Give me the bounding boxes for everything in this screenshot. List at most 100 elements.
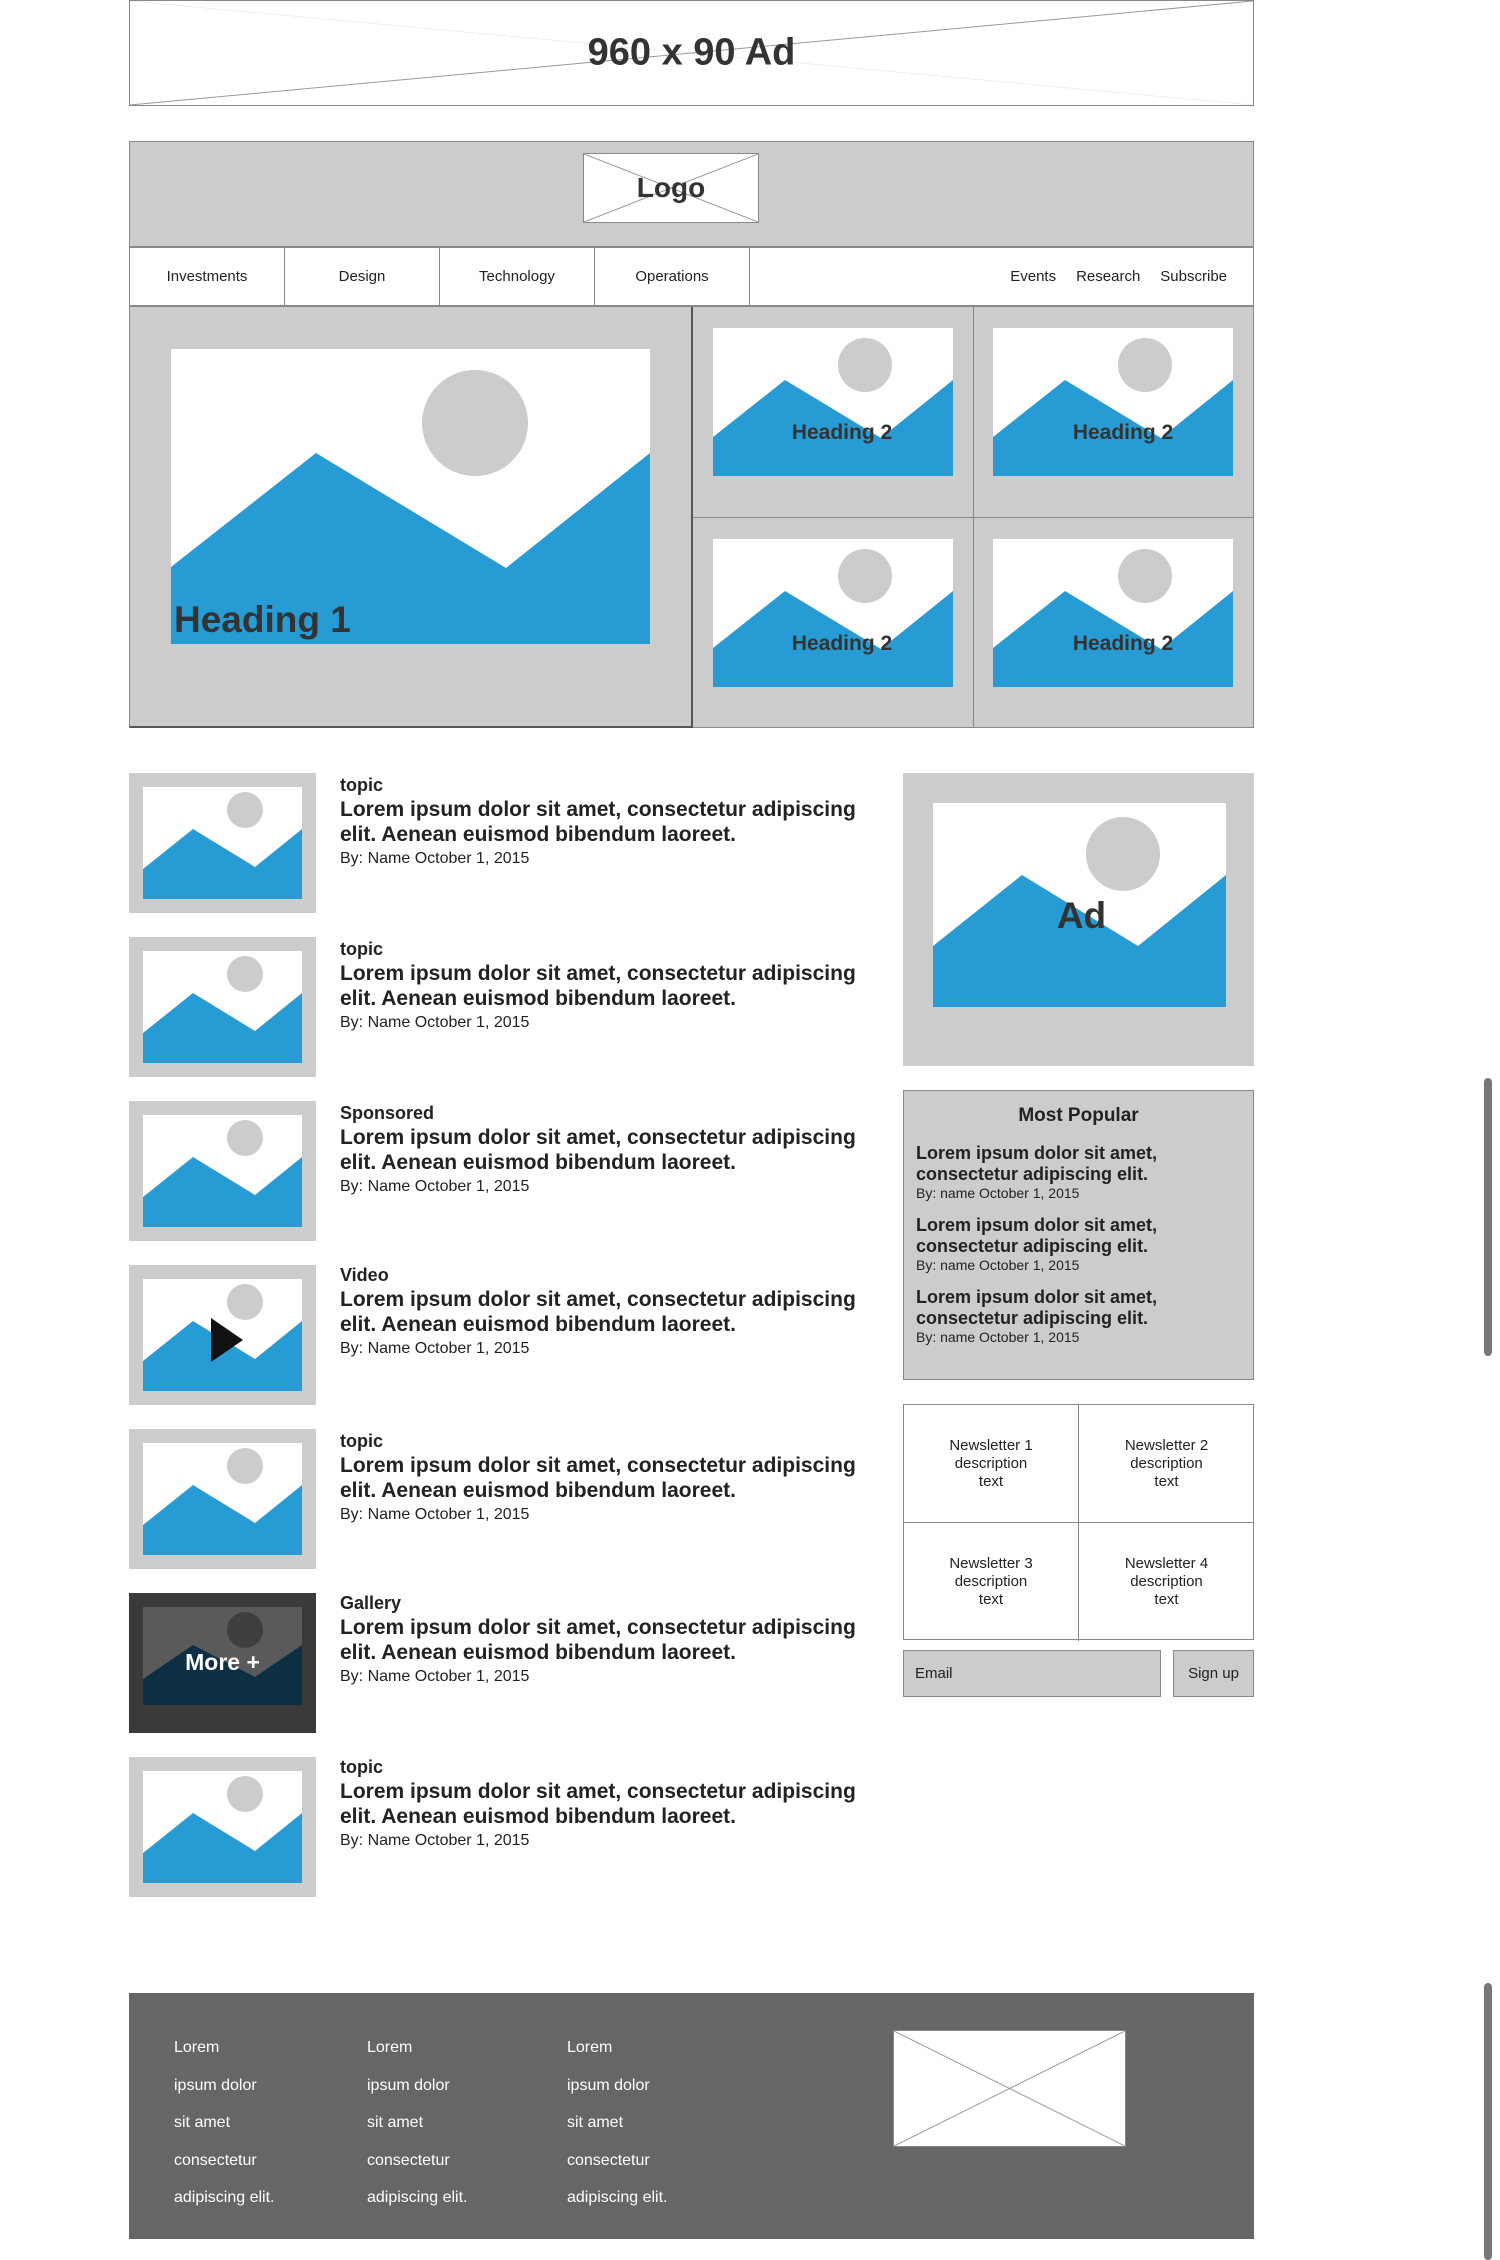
article-item[interactable]: Gallery Lorem ipsum dolor sit amet, cons… — [340, 1592, 880, 1687]
article-topic: topic — [340, 1431, 383, 1451]
article-byline: By: Name October 1, 2015 — [340, 850, 530, 867]
article-item[interactable]: topic Lorem ipsum dolor sit amet, consec… — [340, 938, 880, 1033]
nav-events[interactable]: Events — [1010, 268, 1057, 285]
hero-tile-image — [993, 328, 1233, 476]
popular-item-title[interactable]: Lorem ipsum dolor sit amet, consectetur … — [916, 1143, 1158, 1184]
logo-placeholder[interactable]: Logo — [583, 153, 759, 223]
nav-design[interactable]: Design — [285, 248, 440, 305]
footer-link[interactable]: sit amet — [367, 2114, 424, 2131]
article-thumb[interactable] — [129, 1101, 316, 1241]
newsletter-option-2[interactable]: Newsletter 2 description text — [1079, 1405, 1254, 1523]
article-item[interactable]: topic Lorem ipsum dolor sit amet, consec… — [340, 1756, 880, 1851]
thumb-image — [143, 787, 302, 899]
thumb-image — [143, 1279, 302, 1391]
footer-column-3: Lorem ipsum dolor sit amet consectetur a… — [567, 2029, 668, 2217]
article-item[interactable]: topic Lorem ipsum dolor sit amet, consec… — [340, 774, 880, 869]
article-topic: Gallery — [340, 1593, 402, 1613]
footer-column-1: Lorem ipsum dolor sit amet consectetur a… — [174, 2029, 275, 2217]
email-placeholder: Email — [915, 1665, 953, 1682]
sidebar-ad-image — [933, 803, 1226, 1007]
nav-research[interactable]: Research — [1076, 268, 1141, 285]
footer-link[interactable]: Lorem — [367, 2039, 413, 2056]
newsletter-option-3[interactable]: Newsletter 3 description text — [904, 1523, 1079, 1641]
top-ad-placeholder[interactable]: 960 x 90 Ad — [129, 0, 1254, 106]
hero-main-story[interactable]: Heading 1 — [130, 307, 693, 728]
footer-link[interactable]: ipsum dolor — [567, 2076, 650, 2094]
article-thumb[interactable] — [129, 937, 316, 1077]
hero-tile-4[interactable]: Heading 2 — [974, 518, 1254, 728]
article-title[interactable]: Lorem ipsum dolor sit amet, consectetur … — [340, 1616, 856, 1664]
site-header: Logo — [129, 141, 1254, 247]
footer-link[interactable]: consectetur — [567, 2151, 650, 2169]
hero-tile-3[interactable]: Heading 2 — [693, 518, 974, 728]
signup-button[interactable]: Sign up — [1173, 1650, 1254, 1697]
hero-tile-heading: Heading 2 — [791, 421, 893, 444]
popular-item[interactable]: Lorem ipsum dolor sit amet, consectetur … — [916, 1143, 1241, 1201]
footer-link[interactable]: ipsum dolor — [174, 2076, 257, 2094]
hero-tile-1[interactable]: Heading 2 — [693, 307, 974, 518]
article-byline: By: Name October 1, 2015 — [340, 1832, 530, 1849]
thumb-image — [143, 1771, 302, 1883]
popular-item[interactable]: Lorem ipsum dolor sit amet, consectetur … — [916, 1287, 1241, 1345]
newsletter-option-1[interactable]: Newsletter 1 description text — [904, 1405, 1079, 1523]
gallery-more-label[interactable]: More + — [185, 1649, 260, 1675]
footer-link[interactable]: Lorem — [567, 2039, 613, 2056]
article-topic: topic — [340, 939, 383, 959]
scrollbar-thumb[interactable] — [1484, 1983, 1492, 2260]
newsletter-option-4[interactable]: Newsletter 4 description text — [1124, 1555, 1209, 1608]
article-topic: topic — [340, 1757, 383, 1777]
hero-main-image — [171, 349, 650, 644]
article-title[interactable]: Lorem ipsum dolor sit amet, consectetur … — [340, 962, 856, 1010]
footer-link[interactable]: adipiscing elit. — [567, 2189, 668, 2206]
thumb-image — [143, 951, 302, 1063]
thumb-image — [143, 1115, 302, 1227]
footer-link[interactable]: adipiscing elit. — [367, 2189, 468, 2206]
article-byline: By: Name October 1, 2015 — [340, 1178, 530, 1195]
popular-item[interactable]: Lorem ipsum dolor sit amet, consectetur … — [916, 1215, 1241, 1273]
hero-main-heading: Heading 1 — [174, 599, 351, 640]
hero-tile-2[interactable]: Heading 2 — [974, 307, 1254, 518]
article-title[interactable]: Lorem ipsum dolor sit amet, consectetur … — [340, 1288, 856, 1336]
article-thumb[interactable] — [129, 1757, 316, 1897]
sidebar-ad[interactable]: Ad — [903, 773, 1254, 1066]
gallery-thumb[interactable]: More + — [129, 1593, 316, 1733]
article-topic: topic — [340, 775, 383, 795]
footer-image-placeholder — [893, 2030, 1126, 2147]
article-byline: By: Name October 1, 2015 — [340, 1340, 530, 1357]
video-thumb[interactable] — [129, 1265, 316, 1405]
article-title[interactable]: Lorem ipsum dolor sit amet, consectetur … — [340, 1126, 856, 1174]
footer-link[interactable]: sit amet — [174, 2114, 231, 2131]
article-thumb[interactable] — [129, 773, 316, 913]
top-ad-label: 960 x 90 Ad — [587, 31, 796, 74]
hero-tile-image — [713, 539, 953, 687]
nav-operations[interactable]: Operations — [595, 248, 750, 305]
footer-link[interactable]: ipsum dolor — [367, 2076, 450, 2094]
article-item[interactable]: Video Lorem ipsum dolor sit amet, consec… — [340, 1264, 880, 1359]
footer-link[interactable]: sit amet — [567, 2114, 624, 2131]
article-byline: By: Name October 1, 2015 — [340, 1668, 530, 1685]
popular-item-title[interactable]: Lorem ipsum dolor sit amet, consectetur … — [916, 1287, 1158, 1328]
nav-subscribe[interactable]: Subscribe — [1160, 268, 1227, 285]
article-title[interactable]: Lorem ipsum dolor sit amet, consectetur … — [340, 798, 856, 846]
most-popular-title: Most Popular — [1018, 1105, 1139, 1126]
hero-tile-image — [993, 539, 1233, 687]
hero-section: Heading 1 Heading 2 Heading 2 Heading 2 … — [129, 306, 1254, 728]
popular-item-title[interactable]: Lorem ipsum dolor sit amet, consectetur … — [916, 1215, 1158, 1256]
email-input[interactable]: Email — [903, 1650, 1161, 1697]
article-item[interactable]: topic Lorem ipsum dolor sit amet, consec… — [340, 1430, 880, 1525]
footer-link[interactable]: adipiscing elit. — [174, 2189, 275, 2206]
footer-link[interactable]: consectetur — [367, 2151, 450, 2169]
play-icon[interactable] — [211, 1318, 243, 1362]
article-thumb[interactable] — [129, 1429, 316, 1569]
nav-technology[interactable]: Technology — [440, 248, 595, 305]
newsletter-grid: Newsletter 1 description text Newsletter… — [903, 1404, 1254, 1641]
article-title[interactable]: Lorem ipsum dolor sit amet, consectetur … — [340, 1454, 856, 1502]
thumb-image — [143, 1443, 302, 1555]
nav-investments[interactable]: Investments — [130, 248, 285, 305]
article-item[interactable]: Sponsored Lorem ipsum dolor sit amet, co… — [340, 1102, 880, 1197]
scrollbar-thumb[interactable] — [1484, 1078, 1492, 1356]
footer-link[interactable]: Lorem — [174, 2039, 220, 2056]
footer-link[interactable]: consectetur — [174, 2151, 257, 2169]
popular-item-byline: By: name October 1, 2015 — [916, 1185, 1080, 1201]
article-title[interactable]: Lorem ipsum dolor sit amet, consectetur … — [340, 1780, 856, 1828]
